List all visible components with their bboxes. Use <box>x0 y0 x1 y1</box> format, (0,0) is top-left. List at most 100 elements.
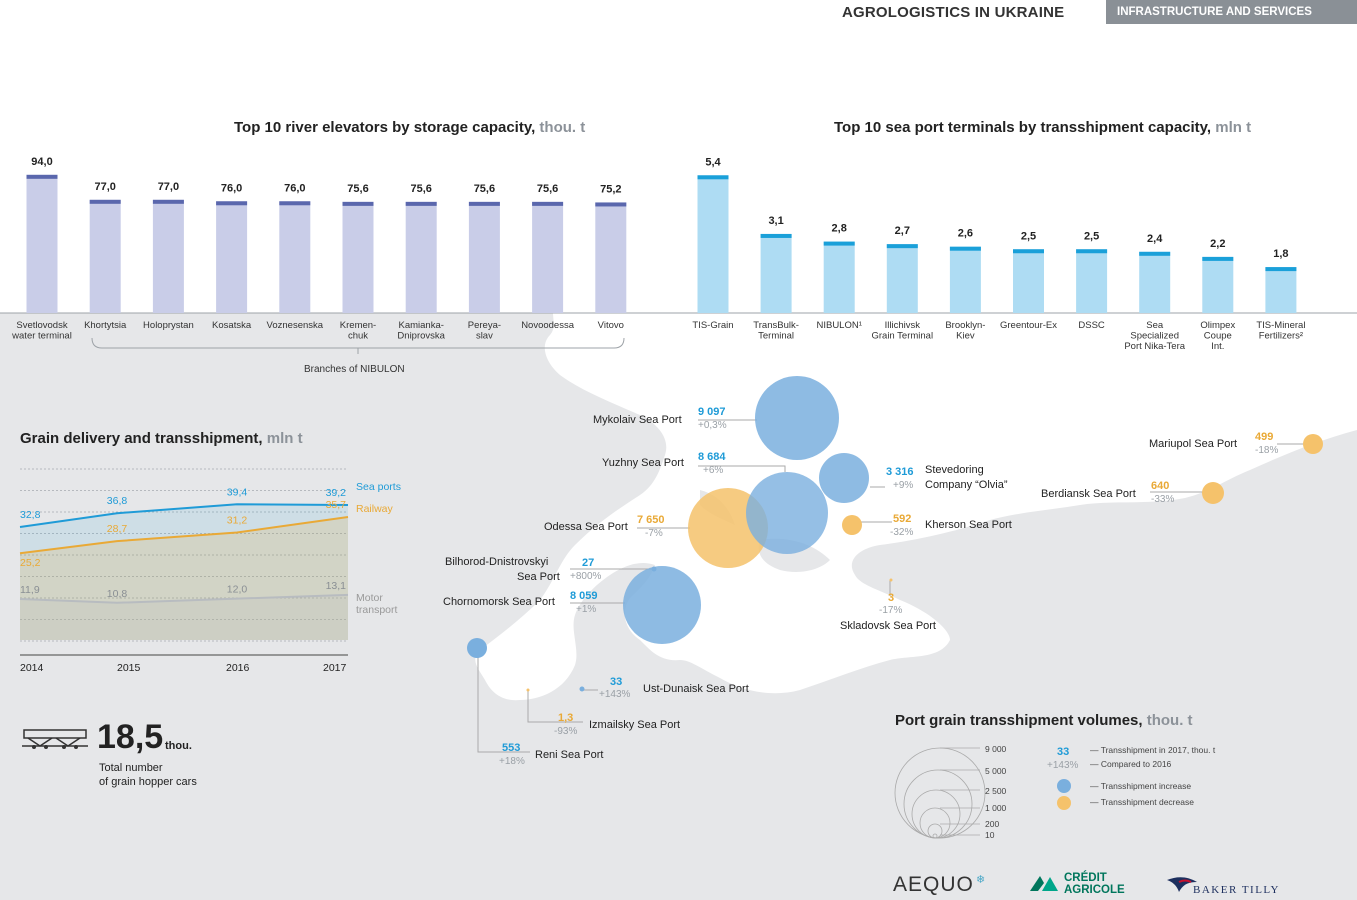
series-value-label: 28,7 <box>107 523 128 535</box>
port-change-mariupol: -18% <box>1255 445 1279 456</box>
legend-line-3: — Transshipment increase <box>1090 781 1192 791</box>
credit-agricole-logo-2: AGRICOLE <box>1064 884 1125 896</box>
port-value-bilhorod: 27 <box>582 557 595 569</box>
branches-label: Branches of NIBULON <box>304 364 405 375</box>
port-name-izmailsky: Izmailsky Sea Port <box>589 719 681 731</box>
series-value-label: 39,4 <box>227 486 248 498</box>
port-value-olvia: 3 316 <box>886 466 914 478</box>
series-value-label: 13,1 <box>326 580 347 592</box>
port-value-yuzhny: 8 684 <box>698 451 726 463</box>
hopper-line1: Total number <box>99 762 163 774</box>
series-value-label: 10,8 <box>107 588 128 600</box>
port-name-olvia-2: Company “Olvia” <box>925 479 1008 491</box>
bubble-olvia <box>819 453 869 503</box>
bubble-reni <box>467 638 487 658</box>
port-value-ust-dunaisk: 33 <box>610 676 623 688</box>
grain-line-chart: 32,8 36,8 39,4 39,2 25,2 28,7 31,2 35,7 11,9 10,8… <box>19 468 349 656</box>
port-value-izmailsky: 1,3 <box>558 712 574 724</box>
sea-bar-cap <box>1076 249 1108 254</box>
grain-title-unit: mln t <box>266 430 303 447</box>
port-value-chornomorsk: 8 059 <box>570 590 598 602</box>
bubble-kherson <box>842 515 862 535</box>
river-bar <box>532 201 564 313</box>
port-name-bilhorod-2: Sea Port <box>517 571 560 583</box>
bubble-skladovsk <box>889 578 893 582</box>
aequo-star-icon: ❄ <box>976 874 986 886</box>
year-2015: 2015 <box>117 662 141 674</box>
port-value-reni: 553 <box>502 742 521 754</box>
river-value-label: 94,0 <box>31 156 52 168</box>
series-value-label: 31,2 <box>227 515 248 527</box>
port-name-kherson: Kherson Sea Port <box>925 519 1012 531</box>
port-value-mykolaiv: 9 097 <box>698 406 726 418</box>
sea-bar-cap <box>886 244 918 249</box>
river-bar <box>89 199 121 313</box>
sea-bar <box>760 233 792 313</box>
port-name-skladovsk: Skladovsk Sea Port <box>840 620 936 632</box>
river-bar <box>342 201 374 313</box>
legend-sea-ports: Sea ports <box>356 481 401 493</box>
sea-bar <box>697 175 729 313</box>
river-category-label: Holoprystan <box>143 320 194 331</box>
river-value-label: 75,6 <box>474 183 495 195</box>
port-legend-title: Port grain transshipment volumes, thou. … <box>895 712 1193 729</box>
aequo-logo: AEQUO <box>893 873 974 896</box>
sea-title-unit: mln t <box>1215 119 1252 136</box>
sea-bar-cap <box>1202 256 1234 261</box>
river-chart-title: Top 10 river elevators by storage capaci… <box>234 119 585 136</box>
port-change-bilhorod: +800% <box>570 571 602 582</box>
legend-decrease-dot <box>1057 796 1071 810</box>
port-legend-scale <box>894 747 986 839</box>
river-category-label: Kamianka- <box>398 320 443 331</box>
sea-value-label: 2,4 <box>1147 233 1163 245</box>
sea-bar <box>886 244 918 313</box>
river-value-label: 75,6 <box>537 183 558 195</box>
series-value-label: 25,2 <box>20 557 41 569</box>
sea-value-label: 2,6 <box>958 228 973 240</box>
series-value-label: 39,2 <box>326 487 347 499</box>
sea-category-label: Brooklyn- <box>945 320 985 331</box>
port-change-olvia: +9% <box>893 480 914 491</box>
hopper-car-icon <box>22 729 88 749</box>
port-name-odessa: Odessa Sea Port <box>544 521 628 533</box>
river-category-label: chuk <box>348 331 368 342</box>
hopper-line2: of grain hopper cars <box>99 776 197 788</box>
port-legend-title-unit: thou. t <box>1146 712 1193 729</box>
river-category-label: Kremen- <box>340 320 376 331</box>
header-title: AGROLOGISTICS IN UKRAINE <box>842 4 1065 21</box>
river-title-unit: thou. t <box>539 119 586 136</box>
river-value-label: 77,0 <box>158 181 179 193</box>
port-change-skladovsk: -17% <box>879 605 903 616</box>
sea-bar <box>1139 251 1171 313</box>
river-category-label: Svetlovodsk <box>16 320 67 331</box>
river-value-label: 76,0 <box>221 182 242 194</box>
river-title-text: Top 10 river elevators by storage capaci… <box>234 119 536 136</box>
series-value-label: 35,7 <box>326 499 347 511</box>
river-bar-cap <box>89 199 121 204</box>
sea-value-label: 2,5 <box>1021 230 1036 242</box>
hopper-value: 18,5 <box>97 718 164 756</box>
sea-category-label: TransBulk- <box>753 320 799 331</box>
port-name-mykolaiv: Mykolaiv Sea Port <box>593 414 682 426</box>
sea-bar <box>1202 256 1234 313</box>
port-name-chornomorsk: Chornomorsk Sea Port <box>443 596 555 608</box>
river-category-label: slav <box>476 331 493 342</box>
sea-category-label: Sea <box>1146 320 1164 331</box>
connector-reni <box>477 650 530 753</box>
credit-agricole-icon <box>1030 876 1058 891</box>
sea-bar <box>823 241 855 313</box>
sea-chart-title: Top 10 sea port terminals by transshipme… <box>834 119 1251 136</box>
sea-category-label: Port Nika-Tera <box>1124 341 1185 352</box>
river-bar <box>26 174 58 313</box>
header-tag: INFRASTRUCTURE AND SERVICES <box>1106 0 1357 24</box>
series-value-label: 32,8 <box>20 509 41 521</box>
series-line <box>19 503 349 529</box>
bubble-berdiansk <box>1202 482 1224 504</box>
river-value-label: 76,0 <box>284 182 305 194</box>
credit-agricole-logo-1: CRÉDIT <box>1064 872 1107 884</box>
river-bar <box>279 201 311 313</box>
connector-izmailsky <box>527 690 583 723</box>
bubble-bilhorod <box>651 566 657 572</box>
sea-category-label: Kiev <box>956 331 975 342</box>
port-legend-title-text: Port grain transshipment volumes, <box>895 712 1143 729</box>
